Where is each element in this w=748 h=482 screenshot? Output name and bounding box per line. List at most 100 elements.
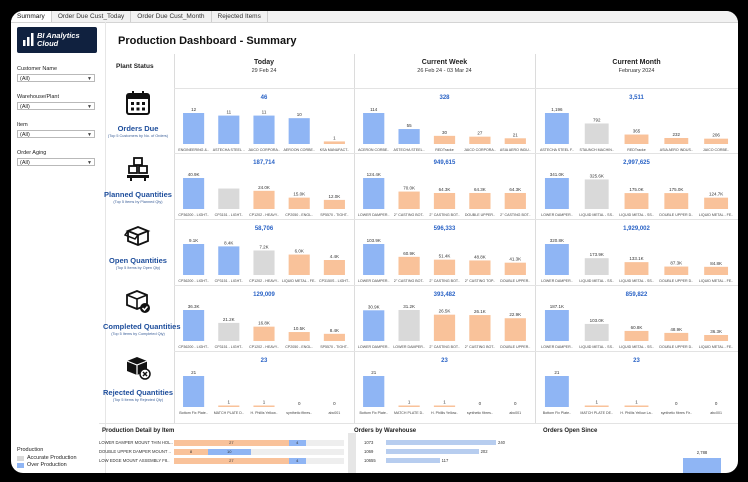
chart-bar[interactable] [664,137,689,144]
chart-bar[interactable] [363,310,385,341]
chart-bar[interactable] [584,258,609,275]
segment-orange: 8 [174,449,208,455]
bar-category-label: ASTECHA STEEL .. [213,148,245,152]
chart-bar[interactable] [624,330,649,341]
chart-bar[interactable] [704,197,729,209]
chart-bar[interactable] [218,115,240,144]
row-label-rejected: Rejected Quantities (Top 5 Items by Reje… [103,353,173,402]
bar-value-label: 21 [513,132,519,137]
chart-bar[interactable] [288,332,310,341]
chart-bar[interactable] [504,262,526,275]
chart-bar[interactable] [323,199,345,209]
segment-blue: 10 [208,449,251,455]
chart-bar[interactable] [544,244,569,275]
chart-bar[interactable] [433,405,456,408]
chart-bar[interactable] [469,136,491,144]
chart-bar[interactable] [624,405,649,408]
chart-bar[interactable] [433,135,456,144]
tab-rejected-items[interactable]: Rejected Items [212,11,268,22]
chart-bar[interactable] [288,118,310,144]
chart-bar[interactable] [183,113,205,144]
table-row[interactable]: LOWER DAMPER MOUNT THIN HOL.. 27 4 [99,439,346,446]
chart-bar[interactable] [584,179,609,209]
chart-bar[interactable] [218,405,240,408]
chart-bar[interactable] [704,266,729,275]
chart-bar[interactable] [398,256,420,275]
tab-order-due-cust-month[interactable]: Order Due Cust_Month [131,11,212,22]
chart-bar[interactable] [704,334,729,341]
order-aging-filter-select[interactable]: (All) ▼ [17,158,95,166]
chart-bar[interactable] [323,141,345,144]
chart-bar[interactable] [363,244,385,275]
chart-bar[interactable] [504,138,526,144]
chart-bar[interactable] [218,246,240,275]
tab-summary[interactable]: Summary [11,11,52,22]
chart-bar[interactable] [584,123,609,144]
chart-bar[interactable] [544,310,569,341]
chart-bar[interactable] [288,197,310,209]
chart-bar[interactable] [469,315,491,341]
chart-bar[interactable] [398,129,420,144]
chart-bar[interactable] [624,134,649,144]
bar-value-label: 1,196 [551,107,563,112]
warehouse-row[interactable]: 1073 240 [356,439,536,446]
chart-bar[interactable] [218,188,240,209]
chart-bar[interactable] [183,376,205,407]
chart-bar[interactable] [253,405,275,408]
table-row[interactable]: DOUBLE UPPER DAMPER MOUNT .. 8 10 [99,448,346,455]
chart-bar[interactable] [183,310,205,341]
chart-bar[interactable] [704,138,729,144]
chart-bar[interactable] [398,310,420,341]
chart-bar[interactable] [584,405,609,408]
chart-bar[interactable] [253,326,275,341]
warehouse-row[interactable]: 10655 117 [356,457,536,464]
table-row[interactable]: LOW EDGE MOUNT ASSEMBLY F8.. 27 4 [99,457,346,464]
chart-bar[interactable] [398,405,420,408]
bar-value-label: 21 [191,370,197,375]
scrollbar[interactable] [348,433,356,473]
chart-bar[interactable] [544,376,569,407]
chart-bar[interactable] [584,323,609,341]
chart-bar[interactable] [363,178,385,209]
grid-divider [99,423,738,424]
chart-bar[interactable] [504,318,526,341]
chart-bar[interactable] [664,332,689,341]
chart-bar[interactable] [183,178,205,209]
chart-bar[interactable] [218,322,240,341]
mini-bar-chart: 30.9K LOWER DAMPER.. 31.2K LOWER DAMPER.. 26… [358,304,530,349]
chart-bar[interactable] [183,244,205,275]
chart-bar[interactable] [544,113,569,144]
chart-bar[interactable] [288,254,310,275]
bar-value-label: 1 [408,400,411,405]
chart-bar[interactable] [253,115,275,144]
stacked-bar: 8 10 [174,449,344,455]
customer-filter-select[interactable]: (All) ▼ [17,74,95,82]
chart-bar[interactable] [253,250,275,275]
chart-bar[interactable] [253,190,275,209]
warehouse-row[interactable]: 1069 202 [356,448,536,455]
chart-bar[interactable] [433,314,456,341]
chart-bar[interactable] [624,262,649,275]
chart-bar[interactable] [323,333,345,341]
chart-bar[interactable] [544,178,569,209]
chart-bar[interactable] [664,266,689,275]
chart-bar[interactable] [469,260,491,275]
chart-bar[interactable] [398,191,420,209]
warehouse-filter-select[interactable]: (All) ▼ [17,102,95,110]
chart-bar[interactable] [363,113,385,144]
chart-bar[interactable] [433,192,456,209]
chart-bar[interactable] [323,260,345,275]
chart-bar[interactable] [664,193,689,209]
bar-category-label: STAUNCH MACHIN.. [580,148,614,152]
chart-bar[interactable] [469,192,491,209]
item-filter-select[interactable]: (All) ▼ [17,130,95,138]
legend-swatch-grey [17,455,24,461]
warehouse-label: 10655 [364,458,376,463]
bar-category-label: SP5570 - TIGHT.. [320,213,348,217]
chart-bar[interactable] [433,259,456,275]
chart-bar[interactable] [624,193,649,209]
chart-bar[interactable] [363,376,385,407]
tab-order-due-cust-today[interactable]: Order Due Cust_Today [52,11,132,22]
chart-bar[interactable] [504,192,526,209]
chevron-down-icon: ▼ [87,132,92,138]
